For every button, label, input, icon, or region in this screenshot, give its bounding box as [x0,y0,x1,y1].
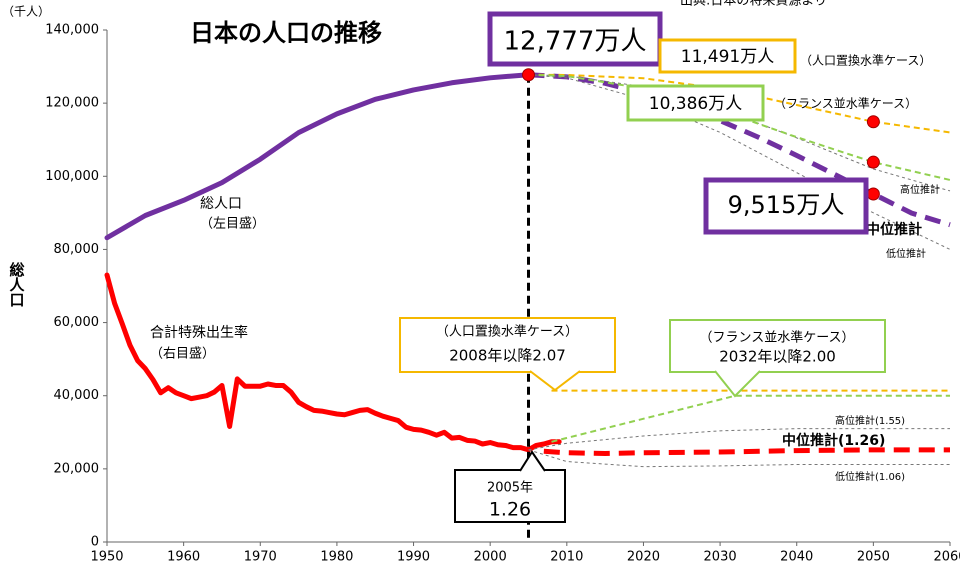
callout-pointer [529,370,581,392]
x-tick-label: 1970 [244,550,277,565]
callout-pointer [714,370,761,398]
series-label: 合計特殊出生率 [150,324,248,341]
x-tick-label: 2040 [780,550,813,565]
value-label: 2032年以降2.00 [719,348,836,366]
y-tick-label: 80,000 [54,242,100,257]
x-tick-label: 2000 [474,550,507,565]
annotation: （フランス並水準ケース） [774,96,917,111]
annotation: （右目盛） [150,347,215,362]
y-unit: （千人） [2,5,50,19]
series-label: 総人口 [200,196,242,212]
series-label: 中位推計(1.26) [782,432,885,449]
callout-box [626,84,765,122]
callout-box [703,177,869,235]
annotation: （人口置換水準ケース） [436,324,578,340]
series-label: 低位推計(1.06) [835,470,905,483]
x-tick-label: 1950 [90,550,123,565]
value-label: 2008年以降2.07 [449,347,566,365]
callout-box [658,38,797,74]
series-line [104,272,562,453]
x-tick-label: 2050 [857,550,890,565]
series-line [528,74,951,192]
value-label: 12,777万人 [504,27,647,57]
y-tick-label: 20,000 [54,461,100,476]
y-tick-label: 140,000 [45,23,99,38]
y-tick-label: 0 [91,535,99,550]
source: 出典:日本の将来資源より [680,0,827,9]
point-marker [522,68,535,82]
annotation: （フランス並水準ケース） [699,330,854,346]
point-marker [866,115,880,129]
series-label: 高位推計(1.55) [835,414,905,427]
value-label: 10,386万人 [649,94,742,114]
annotation: （左目盛） [200,217,265,232]
series-line [528,72,951,228]
x-tick-label: 2060 [933,550,960,565]
point-marker [866,187,880,201]
x-tick-label: 1980 [320,550,353,565]
y-tick-label: 40,000 [54,388,100,403]
x-tick-label: 1960 [167,550,200,565]
callout-box [399,317,616,373]
series-label: 低位推計 [886,247,926,260]
annotation: （人口置換水準ケース） [800,53,931,68]
y-tick-label: 60,000 [54,315,100,330]
annotation: 2005年 [487,481,533,496]
callout-pointer [519,450,546,472]
y-tick-label: 100,000 [45,169,99,184]
x-tick-label: 1990 [397,550,430,565]
series-line [104,72,531,241]
chart-title: 日本の人口の推移 [190,19,382,47]
series-line [543,447,950,456]
point-marker [866,155,880,169]
y-tick-label: 120,000 [45,96,99,111]
series-label: 中位推計 [866,221,922,238]
callout-box [669,319,886,373]
x-tick-label: 2020 [627,550,660,565]
x-tick-label: 2010 [550,550,583,565]
value-label: 1.26 [489,499,531,521]
callout-box [454,469,566,523]
series-line [528,428,950,451]
series-label: 高位推計 [900,183,940,196]
value-label: 9,515万人 [728,191,845,219]
series-line [528,449,950,468]
value-label: 11,491万人 [681,47,774,67]
x-tick-label: 2030 [704,550,737,565]
series-line [528,74,951,250]
y-axis-label: 総人口 [8,261,26,307]
series-line [551,394,950,443]
